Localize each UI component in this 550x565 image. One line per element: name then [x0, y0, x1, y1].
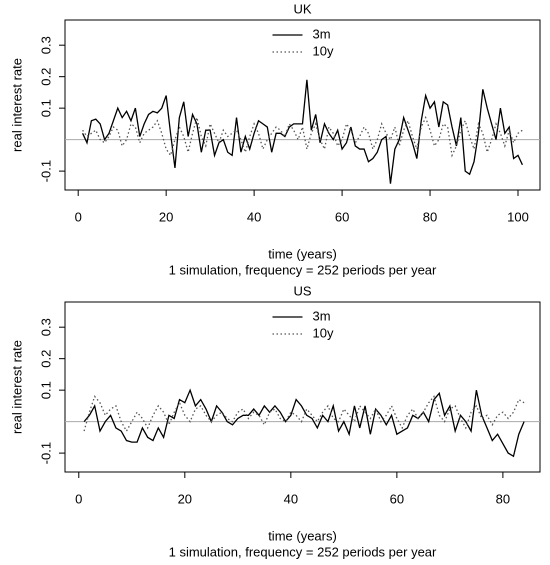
y-tick-label: 0.3 — [38, 36, 53, 54]
plot-box — [64, 19, 541, 191]
x-tick-label: 60 — [335, 209, 349, 224]
x-tick-label: 80 — [423, 209, 437, 224]
series-line — [82, 115, 523, 158]
x-axis-label: time (years) — [268, 528, 337, 543]
y-axis-label: real interest rate — [9, 58, 24, 152]
x-tick-label: 40 — [247, 209, 261, 224]
legend-label: 3m — [313, 308, 331, 323]
subtitle: 1 simulation, frequency = 252 periods pe… — [169, 262, 437, 277]
x-tick-label: 20 — [178, 491, 192, 506]
series-line — [82, 79, 523, 184]
x-tick-label: 80 — [496, 491, 510, 506]
legend-label: 10y — [313, 325, 334, 340]
y-tick-label: 0.2 — [38, 350, 53, 368]
y-tick-label: 0.1 — [38, 99, 53, 117]
y-tick-label: -0.1 — [38, 160, 53, 182]
series-line — [83, 395, 525, 433]
y-tick-label: 0.1 — [38, 381, 53, 399]
y-tick-label: 0.2 — [38, 68, 53, 86]
x-axis-label: time (years) — [268, 246, 337, 261]
subtitle: 1 simulation, frequency = 252 periods pe… — [169, 544, 437, 559]
x-tick-label: 0 — [75, 491, 82, 506]
x-tick-label: 0 — [75, 209, 82, 224]
y-axis-label: real interest rate — [9, 340, 24, 434]
series-line — [83, 388, 525, 458]
legend-label: 3m — [313, 26, 331, 41]
panel: US 0 20 40 60 80 -0.1 0.1 0.2 0.3 time (years)1 si… — [9, 283, 541, 559]
chart-title: UK — [293, 1, 311, 16]
plot-box — [64, 301, 541, 473]
x-tick-label: 20 — [159, 209, 173, 224]
x-tick-label: 100 — [507, 209, 529, 224]
y-tick-label: -0.1 — [38, 442, 53, 464]
x-tick-label: 60 — [390, 491, 404, 506]
legend-label: 10y — [313, 43, 334, 58]
y-tick-label: 0.3 — [38, 318, 53, 336]
chart-title: US — [293, 283, 311, 298]
x-tick-label: 40 — [284, 491, 298, 506]
